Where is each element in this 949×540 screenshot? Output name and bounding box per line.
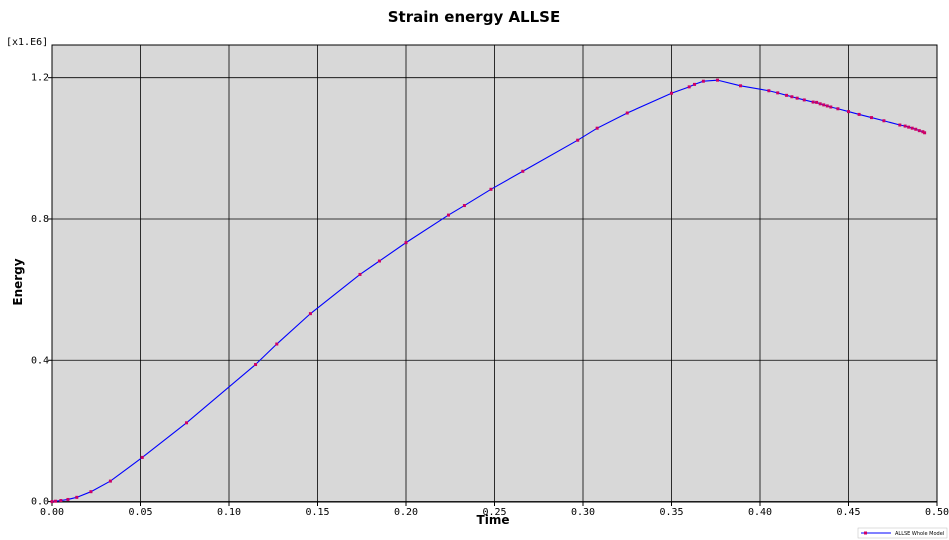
data-point xyxy=(910,126,914,130)
y-tick-label: 0.8 xyxy=(31,214,49,225)
x-tick-label: 0.00 xyxy=(40,507,64,518)
data-point xyxy=(701,79,705,83)
data-point xyxy=(921,130,925,134)
x-tick-label: 0.05 xyxy=(128,507,152,518)
data-point xyxy=(404,241,408,245)
data-point xyxy=(811,100,815,104)
data-point xyxy=(818,102,822,106)
x-tick-label: 0.40 xyxy=(748,507,772,518)
y-axis-ticks: 0.0 0.4 0.8 1.2 xyxy=(31,73,52,508)
legend-label: ALLSE Whole Model xyxy=(895,531,944,537)
x-tick-label: 0.20 xyxy=(394,507,418,518)
data-point xyxy=(790,95,794,99)
data-point xyxy=(903,124,907,128)
data-point xyxy=(822,103,826,107)
data-point xyxy=(140,455,144,459)
y-scale-note: [x1.E6] xyxy=(6,37,48,48)
data-point xyxy=(923,131,927,135)
data-point xyxy=(795,96,799,100)
y-tick-label: 0.0 xyxy=(31,497,49,508)
data-point xyxy=(898,123,902,127)
data-point xyxy=(739,84,743,88)
data-point xyxy=(89,490,93,494)
data-point xyxy=(917,129,921,133)
y-axis-label: Energy xyxy=(11,258,25,305)
data-point xyxy=(275,342,279,346)
data-point xyxy=(75,495,79,499)
data-point xyxy=(825,104,829,108)
data-point xyxy=(857,112,861,116)
data-point xyxy=(66,497,70,501)
data-point xyxy=(693,82,697,86)
y-tick-label: 0.4 xyxy=(31,355,49,366)
data-point xyxy=(716,78,720,82)
data-point xyxy=(829,105,833,109)
data-point xyxy=(521,169,525,173)
data-point xyxy=(785,93,789,97)
data-point xyxy=(462,204,466,208)
data-point xyxy=(847,110,850,114)
data-point xyxy=(446,213,450,217)
grid-lines xyxy=(51,45,938,502)
data-point xyxy=(308,312,312,316)
data-point xyxy=(882,119,886,123)
data-point xyxy=(377,259,381,263)
data-point xyxy=(914,127,918,131)
data-point xyxy=(776,91,780,95)
chart-title: Strain energy ALLSE xyxy=(388,8,560,26)
x-tick-label: 0.45 xyxy=(836,507,860,518)
data-point xyxy=(625,111,629,115)
x-tick-label: 0.35 xyxy=(659,507,683,518)
legend: ALLSE Whole Model xyxy=(857,527,948,539)
x-tick-label: 0.30 xyxy=(571,507,595,518)
legend-box xyxy=(857,527,948,539)
data-point xyxy=(358,272,362,276)
x-tick-label: 0.25 xyxy=(482,507,506,518)
data-point xyxy=(767,89,771,93)
data-point xyxy=(907,125,911,129)
data-point xyxy=(576,138,580,142)
x-tick-label: 0.15 xyxy=(305,507,329,518)
data-point xyxy=(254,363,258,367)
y-tick-label: 1.2 xyxy=(31,73,49,84)
data-point xyxy=(870,116,874,120)
data-point xyxy=(595,126,599,130)
data-point xyxy=(802,98,806,102)
data-point xyxy=(59,499,63,503)
data-point xyxy=(185,421,189,425)
data-point xyxy=(815,100,819,104)
legend-marker-sample xyxy=(864,531,867,535)
data-point xyxy=(687,85,691,89)
data-point xyxy=(489,187,493,191)
x-axis-ticks: 0.00 0.05 0.10 0.15 0.20 0.25 0.30 0.35 0.40 0.45… xyxy=(40,502,949,518)
data-point xyxy=(54,499,58,503)
series-allse xyxy=(50,78,927,504)
data-point xyxy=(108,479,112,483)
data-point xyxy=(50,500,54,504)
x-tick-label: 0.50 xyxy=(925,507,949,518)
data-point xyxy=(836,107,840,111)
data-point xyxy=(670,91,673,95)
x-tick-label: 0.10 xyxy=(217,507,241,518)
x-axis-label: Time xyxy=(477,513,510,527)
